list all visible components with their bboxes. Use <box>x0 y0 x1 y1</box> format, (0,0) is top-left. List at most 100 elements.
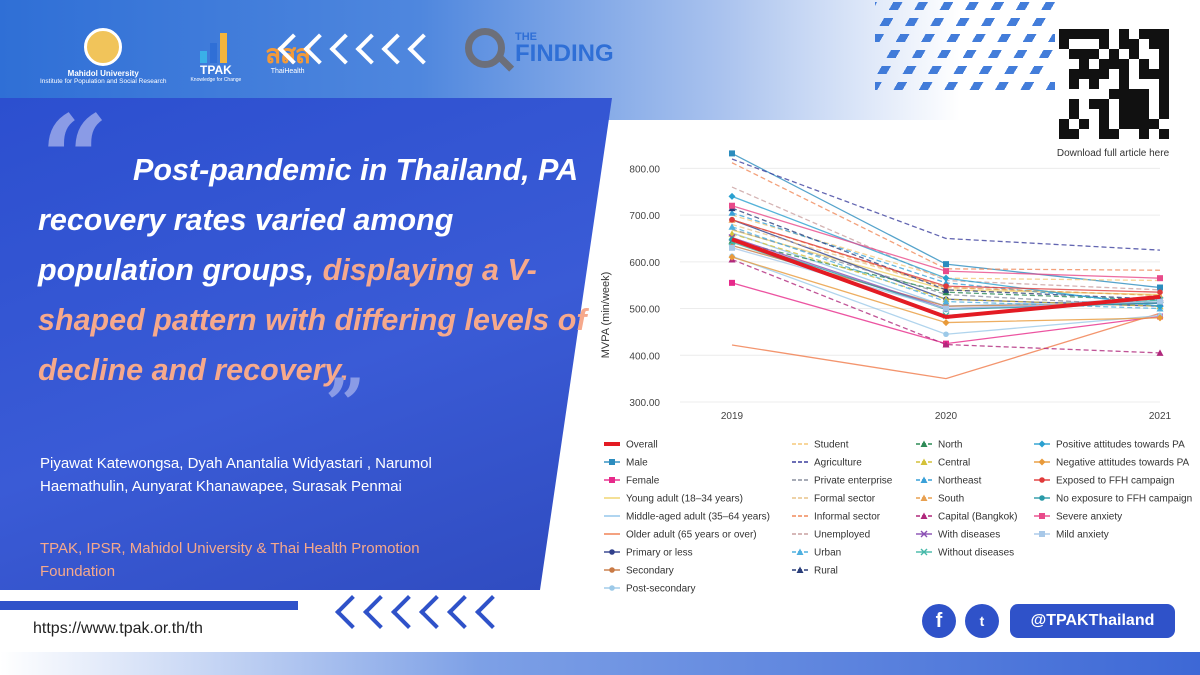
y-axis-label: MVPA (min/week) <box>600 272 612 359</box>
facebook-icon[interactable]: f <box>922 604 956 638</box>
series-line <box>731 205 1161 279</box>
data-point <box>1157 275 1163 282</box>
twitter-icon[interactable]: t <box>965 604 999 638</box>
legend-label: Without diseases <box>938 548 1014 559</box>
qr-caption: Download full article here <box>1056 148 1170 159</box>
series-line <box>731 158 1161 251</box>
data-point <box>1039 495 1045 501</box>
legend-label: Agriculture <box>814 458 862 469</box>
legend-item: With diseases <box>916 530 1000 541</box>
data-point <box>729 216 735 223</box>
logo-strip: Mahidol University Institute for Populat… <box>40 22 311 92</box>
legend-item: Private enterprise <box>792 476 893 487</box>
data-point <box>943 268 949 275</box>
legend-item: Secondary <box>604 566 674 577</box>
legend-item: Overall <box>604 440 658 451</box>
legend-label: No exposure to FFH campaign <box>1056 494 1192 505</box>
legend-item: Male <box>604 458 648 469</box>
legend-label: North <box>938 440 962 451</box>
legend-item: Positive attitudes towards PA <box>1034 440 1185 451</box>
legend-item: Unemployed <box>792 530 870 541</box>
legend-item: Mild anxiety <box>1034 530 1109 541</box>
finding-the: THE <box>515 31 537 43</box>
data-point <box>796 548 804 555</box>
legend-item: Formal sector <box>792 494 876 505</box>
data-point <box>943 283 949 289</box>
legend-item: Female <box>604 476 660 487</box>
website-link[interactable]: https://www.tpak.or.th/th <box>33 620 203 637</box>
data-point <box>1157 298 1163 305</box>
data-point <box>609 549 615 555</box>
tpak-subtitle: Knowledge for Change <box>190 77 242 83</box>
chevron-left-icon <box>407 33 439 65</box>
the-finding-logo: THE FINDING <box>465 28 614 68</box>
data-point <box>1038 458 1046 466</box>
data-point <box>1156 349 1164 356</box>
x-tick-label: 2019 <box>721 411 744 422</box>
bottom-accent-bar <box>0 601 298 610</box>
data-point <box>1039 477 1045 483</box>
footer-gradient <box>0 652 1200 675</box>
tpak-name: TPAK <box>200 63 232 77</box>
data-point <box>1039 531 1045 537</box>
mahidol-logo: Mahidol University Institute for Populat… <box>40 28 166 86</box>
legend-label: Secondary <box>626 566 674 577</box>
y-tick-label: 700.00 <box>629 211 660 222</box>
data-point <box>1157 284 1163 291</box>
legend-label: Male <box>626 458 648 469</box>
legend-item: North <box>916 440 962 451</box>
legend-item: Capital (Bangkok) <box>916 512 1017 523</box>
legend-label: Severe anxiety <box>1056 512 1122 523</box>
decorative-dot-pattern <box>875 0 1055 90</box>
authors: Piyawat Katewongsa, Dyah Anantalia Widya… <box>40 455 432 495</box>
legend-item: No exposure to FFH campaign <box>1034 494 1192 505</box>
legend-item: Without diseases <box>916 548 1014 559</box>
legend-label: Capital (Bangkok) <box>938 512 1017 523</box>
legend-label: Exposed to FFH campaign <box>1056 476 1174 487</box>
open-quote-icon: “ <box>40 89 110 230</box>
mahidol-seal-icon <box>84 28 123 66</box>
headline: Post-pandemic in Thailand, PA recovery r… <box>38 145 598 395</box>
data-point <box>728 223 736 230</box>
legend-label: Older adult (65 years or over) <box>626 530 757 541</box>
mvpa-line-chart: 300.00 400.00 500.00 600.00 700.00 800.00 201… <box>600 150 1192 595</box>
legend-item: Urban <box>792 548 841 559</box>
data-point <box>609 567 615 573</box>
legend-label: Informal sector <box>814 512 881 523</box>
legend-item: Exposed to FFH campaign <box>1034 476 1174 487</box>
legend-label: Northeast <box>938 476 982 487</box>
tpak-bars-icon <box>196 31 236 63</box>
y-tick-label: 300.00 <box>629 398 660 409</box>
thaihealth-name: สสส <box>265 38 311 69</box>
data-point <box>943 261 949 268</box>
legend-label: Middle-aged adult (35–64 years) <box>626 512 770 523</box>
header-chevrons <box>277 33 439 65</box>
series-line <box>731 162 1161 271</box>
legend-label: Rural <box>814 566 838 577</box>
legend-item: Severe anxiety <box>1034 512 1122 523</box>
series-line <box>731 223 1161 297</box>
legend-label: South <box>938 494 964 505</box>
footer-chevrons <box>335 595 509 629</box>
close-quote-icon: ” <box>325 363 366 446</box>
tpak-logo: TPAK Knowledge for Change <box>190 31 241 83</box>
legend-label: Formal sector <box>814 494 876 505</box>
affiliation: TPAK, IPSR, Mahidol University & Thai He… <box>40 540 420 580</box>
data-point <box>943 331 949 338</box>
data-point <box>728 209 736 216</box>
data-point <box>609 477 615 483</box>
qr-code[interactable] <box>1055 25 1173 143</box>
legend-item: Negative attitudes towards PA <box>1034 458 1190 469</box>
series-line <box>731 233 1161 307</box>
series-line <box>731 207 1161 300</box>
y-tick-label: 400.00 <box>629 351 660 362</box>
data-point <box>796 566 804 573</box>
series-line <box>731 237 1161 319</box>
legend-label: Female <box>626 476 660 487</box>
data-point <box>729 150 735 157</box>
social-handle[interactable]: @TPAKThailand <box>1010 604 1175 638</box>
legend-item: Young adult (18–34 years) <box>604 494 743 505</box>
legend-label: Young adult (18–34 years) <box>626 494 743 505</box>
finding-main: FINDING <box>515 40 614 67</box>
x-tick-label: 2020 <box>935 411 958 422</box>
